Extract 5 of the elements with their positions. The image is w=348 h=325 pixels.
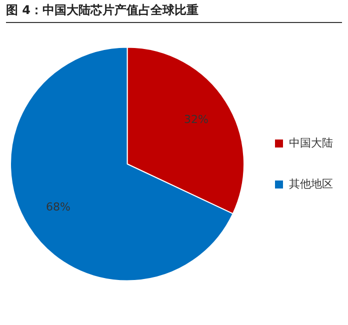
chart-title: 图 4：中国大陆芯片产值占全球比重 (6, 2, 342, 23)
data-label: 68% (46, 200, 70, 214)
legend-label: 中国大陆 (289, 136, 333, 150)
legend-label: 其他地区 (289, 177, 333, 190)
data-label: 32% (184, 113, 208, 126)
